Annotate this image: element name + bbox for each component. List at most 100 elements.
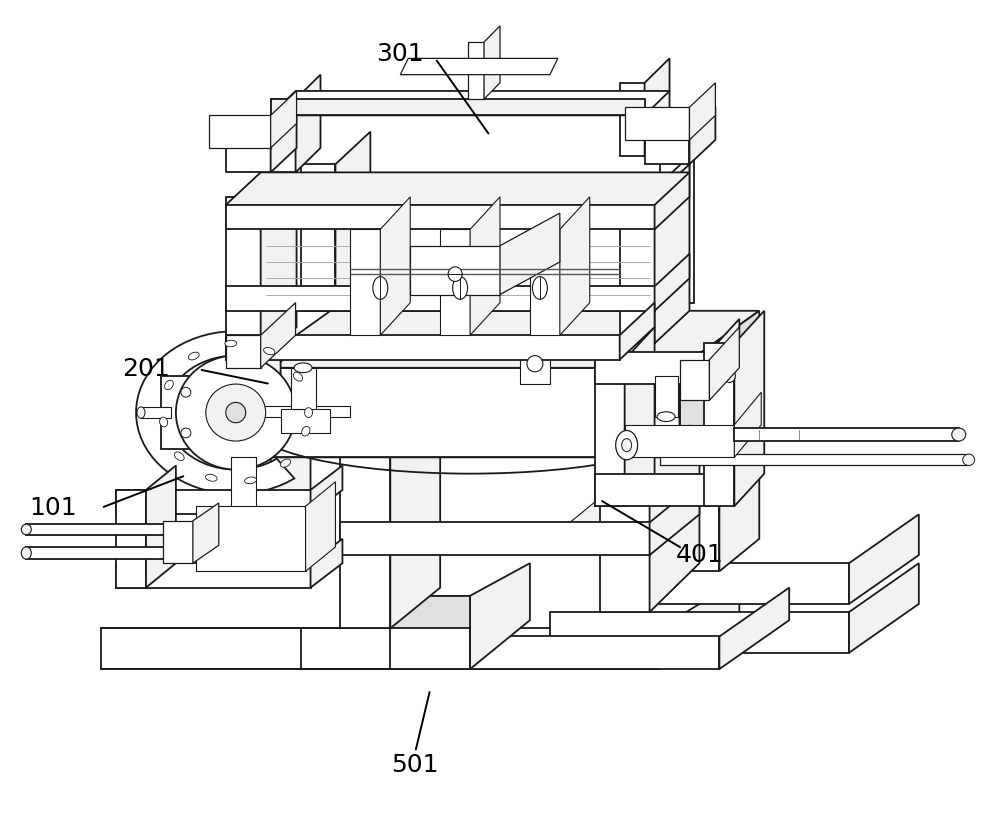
Polygon shape [251, 400, 759, 458]
Polygon shape [271, 91, 297, 148]
Polygon shape [226, 287, 655, 310]
Polygon shape [600, 458, 650, 612]
Text: 101: 101 [29, 496, 77, 520]
Polygon shape [335, 132, 370, 310]
Polygon shape [301, 628, 660, 669]
Ellipse shape [21, 525, 31, 534]
Polygon shape [520, 343, 550, 384]
Ellipse shape [448, 267, 462, 282]
Polygon shape [101, 628, 420, 669]
Polygon shape [719, 587, 789, 669]
Polygon shape [241, 343, 281, 449]
Polygon shape [655, 164, 689, 230]
Polygon shape [231, 408, 271, 571]
Ellipse shape [302, 426, 310, 436]
Polygon shape [530, 230, 560, 335]
Polygon shape [620, 563, 849, 604]
Polygon shape [146, 466, 176, 587]
Polygon shape [340, 458, 390, 628]
Polygon shape [281, 408, 330, 433]
Text: 401: 401 [676, 543, 723, 567]
Polygon shape [689, 83, 715, 140]
Text: 501: 501 [391, 753, 439, 777]
Ellipse shape [226, 403, 246, 422]
Polygon shape [849, 563, 919, 653]
Polygon shape [734, 428, 959, 441]
Polygon shape [116, 490, 311, 515]
Ellipse shape [657, 412, 675, 422]
Ellipse shape [176, 355, 296, 470]
Polygon shape [271, 91, 670, 115]
Text: 301: 301 [376, 42, 424, 66]
Polygon shape [306, 482, 335, 571]
Ellipse shape [952, 428, 966, 441]
Polygon shape [645, 58, 670, 156]
Polygon shape [500, 213, 560, 294]
Polygon shape [680, 310, 759, 458]
Polygon shape [226, 172, 689, 205]
Polygon shape [116, 563, 311, 587]
Polygon shape [680, 359, 709, 400]
Ellipse shape [174, 452, 184, 461]
Ellipse shape [245, 477, 256, 484]
Polygon shape [420, 596, 490, 669]
Ellipse shape [206, 384, 266, 441]
Ellipse shape [165, 381, 173, 390]
Polygon shape [660, 148, 694, 302]
Polygon shape [660, 579, 739, 669]
Polygon shape [196, 507, 306, 571]
Ellipse shape [373, 277, 388, 299]
Ellipse shape [963, 454, 975, 466]
Ellipse shape [527, 355, 543, 372]
Polygon shape [680, 408, 719, 571]
Ellipse shape [453, 277, 468, 299]
Polygon shape [193, 503, 219, 563]
Ellipse shape [723, 369, 735, 382]
Polygon shape [595, 351, 709, 384]
Ellipse shape [188, 352, 199, 360]
Ellipse shape [206, 475, 217, 481]
Polygon shape [163, 521, 193, 563]
Polygon shape [468, 42, 484, 99]
Polygon shape [550, 612, 849, 653]
Polygon shape [231, 458, 256, 523]
Polygon shape [226, 335, 261, 368]
Polygon shape [625, 425, 734, 458]
Polygon shape [390, 596, 470, 628]
Polygon shape [440, 230, 470, 335]
Polygon shape [116, 490, 146, 587]
Polygon shape [709, 319, 739, 384]
Polygon shape [251, 368, 680, 458]
Polygon shape [350, 230, 380, 335]
Polygon shape [595, 474, 709, 507]
Polygon shape [380, 197, 410, 335]
Polygon shape [241, 406, 350, 417]
Polygon shape [226, 205, 261, 359]
Polygon shape [226, 140, 271, 172]
Polygon shape [251, 310, 759, 368]
Polygon shape [620, 189, 655, 343]
Polygon shape [470, 563, 530, 669]
Polygon shape [625, 107, 689, 140]
Polygon shape [570, 458, 650, 523]
Ellipse shape [237, 407, 245, 417]
Ellipse shape [181, 387, 191, 397]
Polygon shape [655, 156, 689, 343]
Polygon shape [301, 164, 335, 310]
Polygon shape [709, 327, 739, 400]
Ellipse shape [181, 428, 191, 438]
Polygon shape [311, 538, 342, 587]
Polygon shape [271, 99, 645, 115]
Polygon shape [450, 636, 719, 669]
Polygon shape [271, 115, 297, 172]
Polygon shape [660, 454, 969, 466]
Polygon shape [595, 359, 625, 507]
Polygon shape [470, 197, 500, 335]
Polygon shape [620, 83, 645, 156]
Ellipse shape [293, 372, 303, 381]
Polygon shape [141, 407, 171, 418]
Polygon shape [209, 115, 271, 148]
Polygon shape [704, 343, 734, 507]
Text: 201: 201 [122, 357, 170, 382]
Polygon shape [226, 197, 655, 230]
